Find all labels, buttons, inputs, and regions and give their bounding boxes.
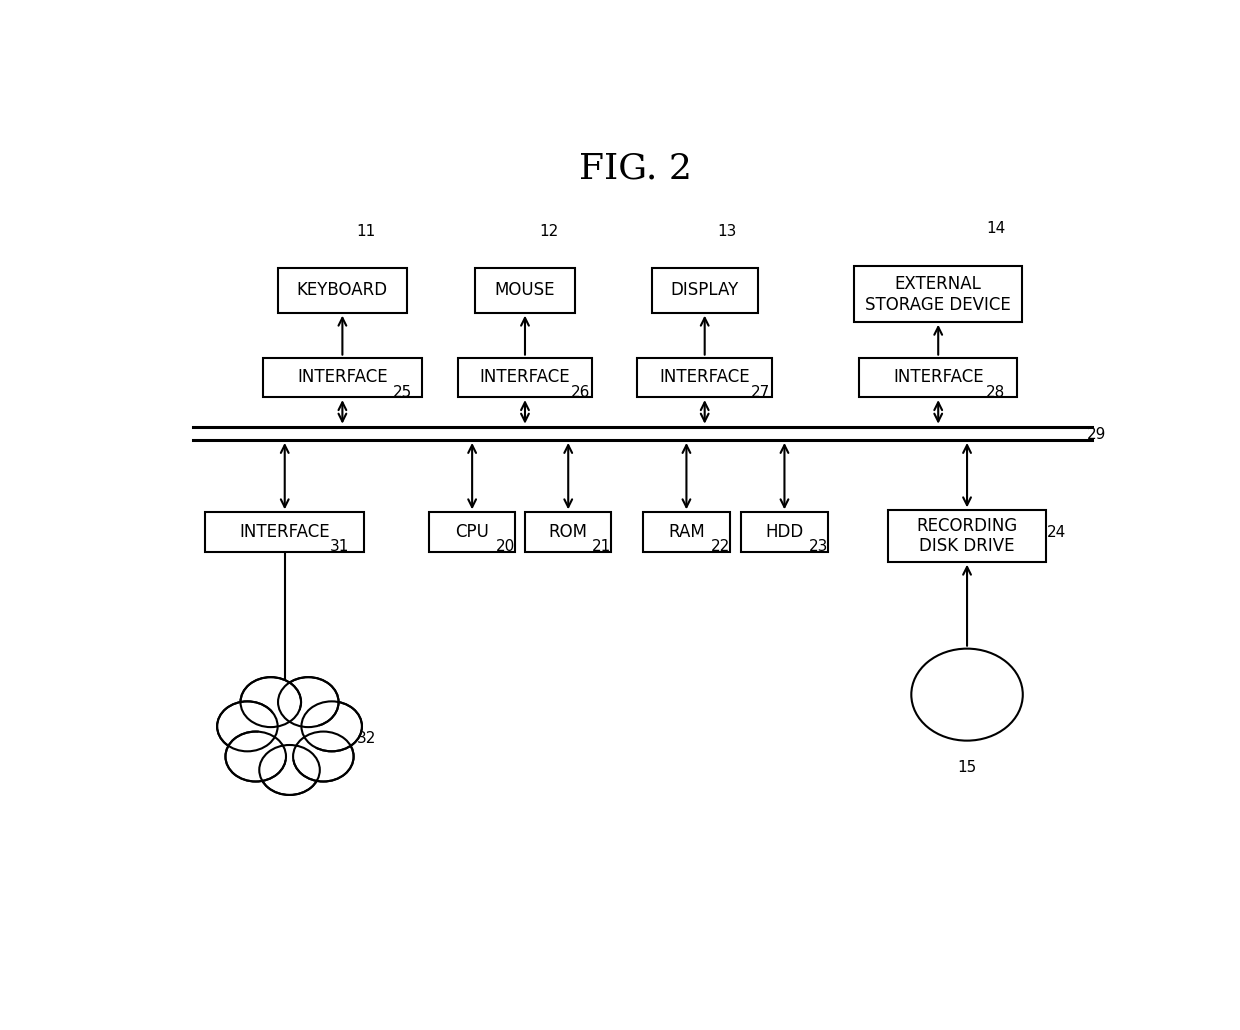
- Text: INTERFACE: INTERFACE: [893, 369, 983, 386]
- Circle shape: [226, 731, 286, 782]
- Bar: [888, 510, 1047, 561]
- Text: 21: 21: [593, 539, 611, 554]
- Circle shape: [217, 701, 278, 751]
- Circle shape: [258, 709, 321, 760]
- Text: 25: 25: [393, 384, 413, 400]
- Text: INTERFACE: INTERFACE: [239, 523, 330, 541]
- Text: 14: 14: [986, 221, 1006, 236]
- Text: 13: 13: [717, 224, 737, 239]
- Bar: [206, 512, 365, 552]
- Text: INTERFACE: INTERFACE: [298, 369, 388, 386]
- Text: 29: 29: [1087, 427, 1106, 442]
- Text: 27: 27: [751, 384, 770, 400]
- Text: MOUSE: MOUSE: [495, 281, 556, 299]
- Bar: [742, 512, 828, 552]
- Circle shape: [301, 701, 362, 751]
- Text: 23: 23: [808, 539, 828, 554]
- Circle shape: [241, 677, 301, 727]
- Bar: [458, 357, 593, 398]
- Text: 20: 20: [496, 539, 516, 554]
- Bar: [278, 268, 407, 313]
- Text: INTERFACE: INTERFACE: [480, 369, 570, 386]
- Text: 12: 12: [539, 224, 559, 239]
- Text: 22: 22: [711, 539, 729, 554]
- Text: EXTERNAL
STORAGE DEVICE: EXTERNAL STORAGE DEVICE: [866, 275, 1011, 313]
- Circle shape: [293, 731, 353, 782]
- Text: 32: 32: [357, 730, 376, 746]
- Text: 31: 31: [330, 539, 350, 554]
- Text: 24: 24: [1047, 525, 1066, 541]
- Text: DISPLAY: DISPLAY: [671, 281, 739, 299]
- Circle shape: [278, 677, 339, 727]
- Circle shape: [259, 745, 320, 795]
- Bar: [854, 267, 1022, 321]
- Text: 28: 28: [986, 384, 1006, 400]
- Text: INTERFACE: INTERFACE: [660, 369, 750, 386]
- Text: ROM: ROM: [549, 523, 588, 541]
- Bar: [429, 512, 516, 552]
- Bar: [859, 357, 1018, 398]
- Text: KEYBOARD: KEYBOARD: [296, 281, 388, 299]
- Text: CPU: CPU: [455, 523, 489, 541]
- Bar: [475, 268, 575, 313]
- Bar: [637, 357, 773, 398]
- Bar: [263, 357, 422, 398]
- Text: 15: 15: [957, 760, 977, 775]
- Bar: [652, 268, 758, 313]
- Text: FIG. 2: FIG. 2: [579, 151, 692, 185]
- Text: RECORDING
DISK DRIVE: RECORDING DISK DRIVE: [916, 517, 1018, 555]
- Text: 26: 26: [572, 384, 590, 400]
- Text: 11: 11: [357, 224, 376, 239]
- Bar: [644, 512, 729, 552]
- Circle shape: [911, 649, 1023, 741]
- Bar: [525, 512, 611, 552]
- Text: RAM: RAM: [668, 523, 704, 541]
- Text: HDD: HDD: [765, 523, 804, 541]
